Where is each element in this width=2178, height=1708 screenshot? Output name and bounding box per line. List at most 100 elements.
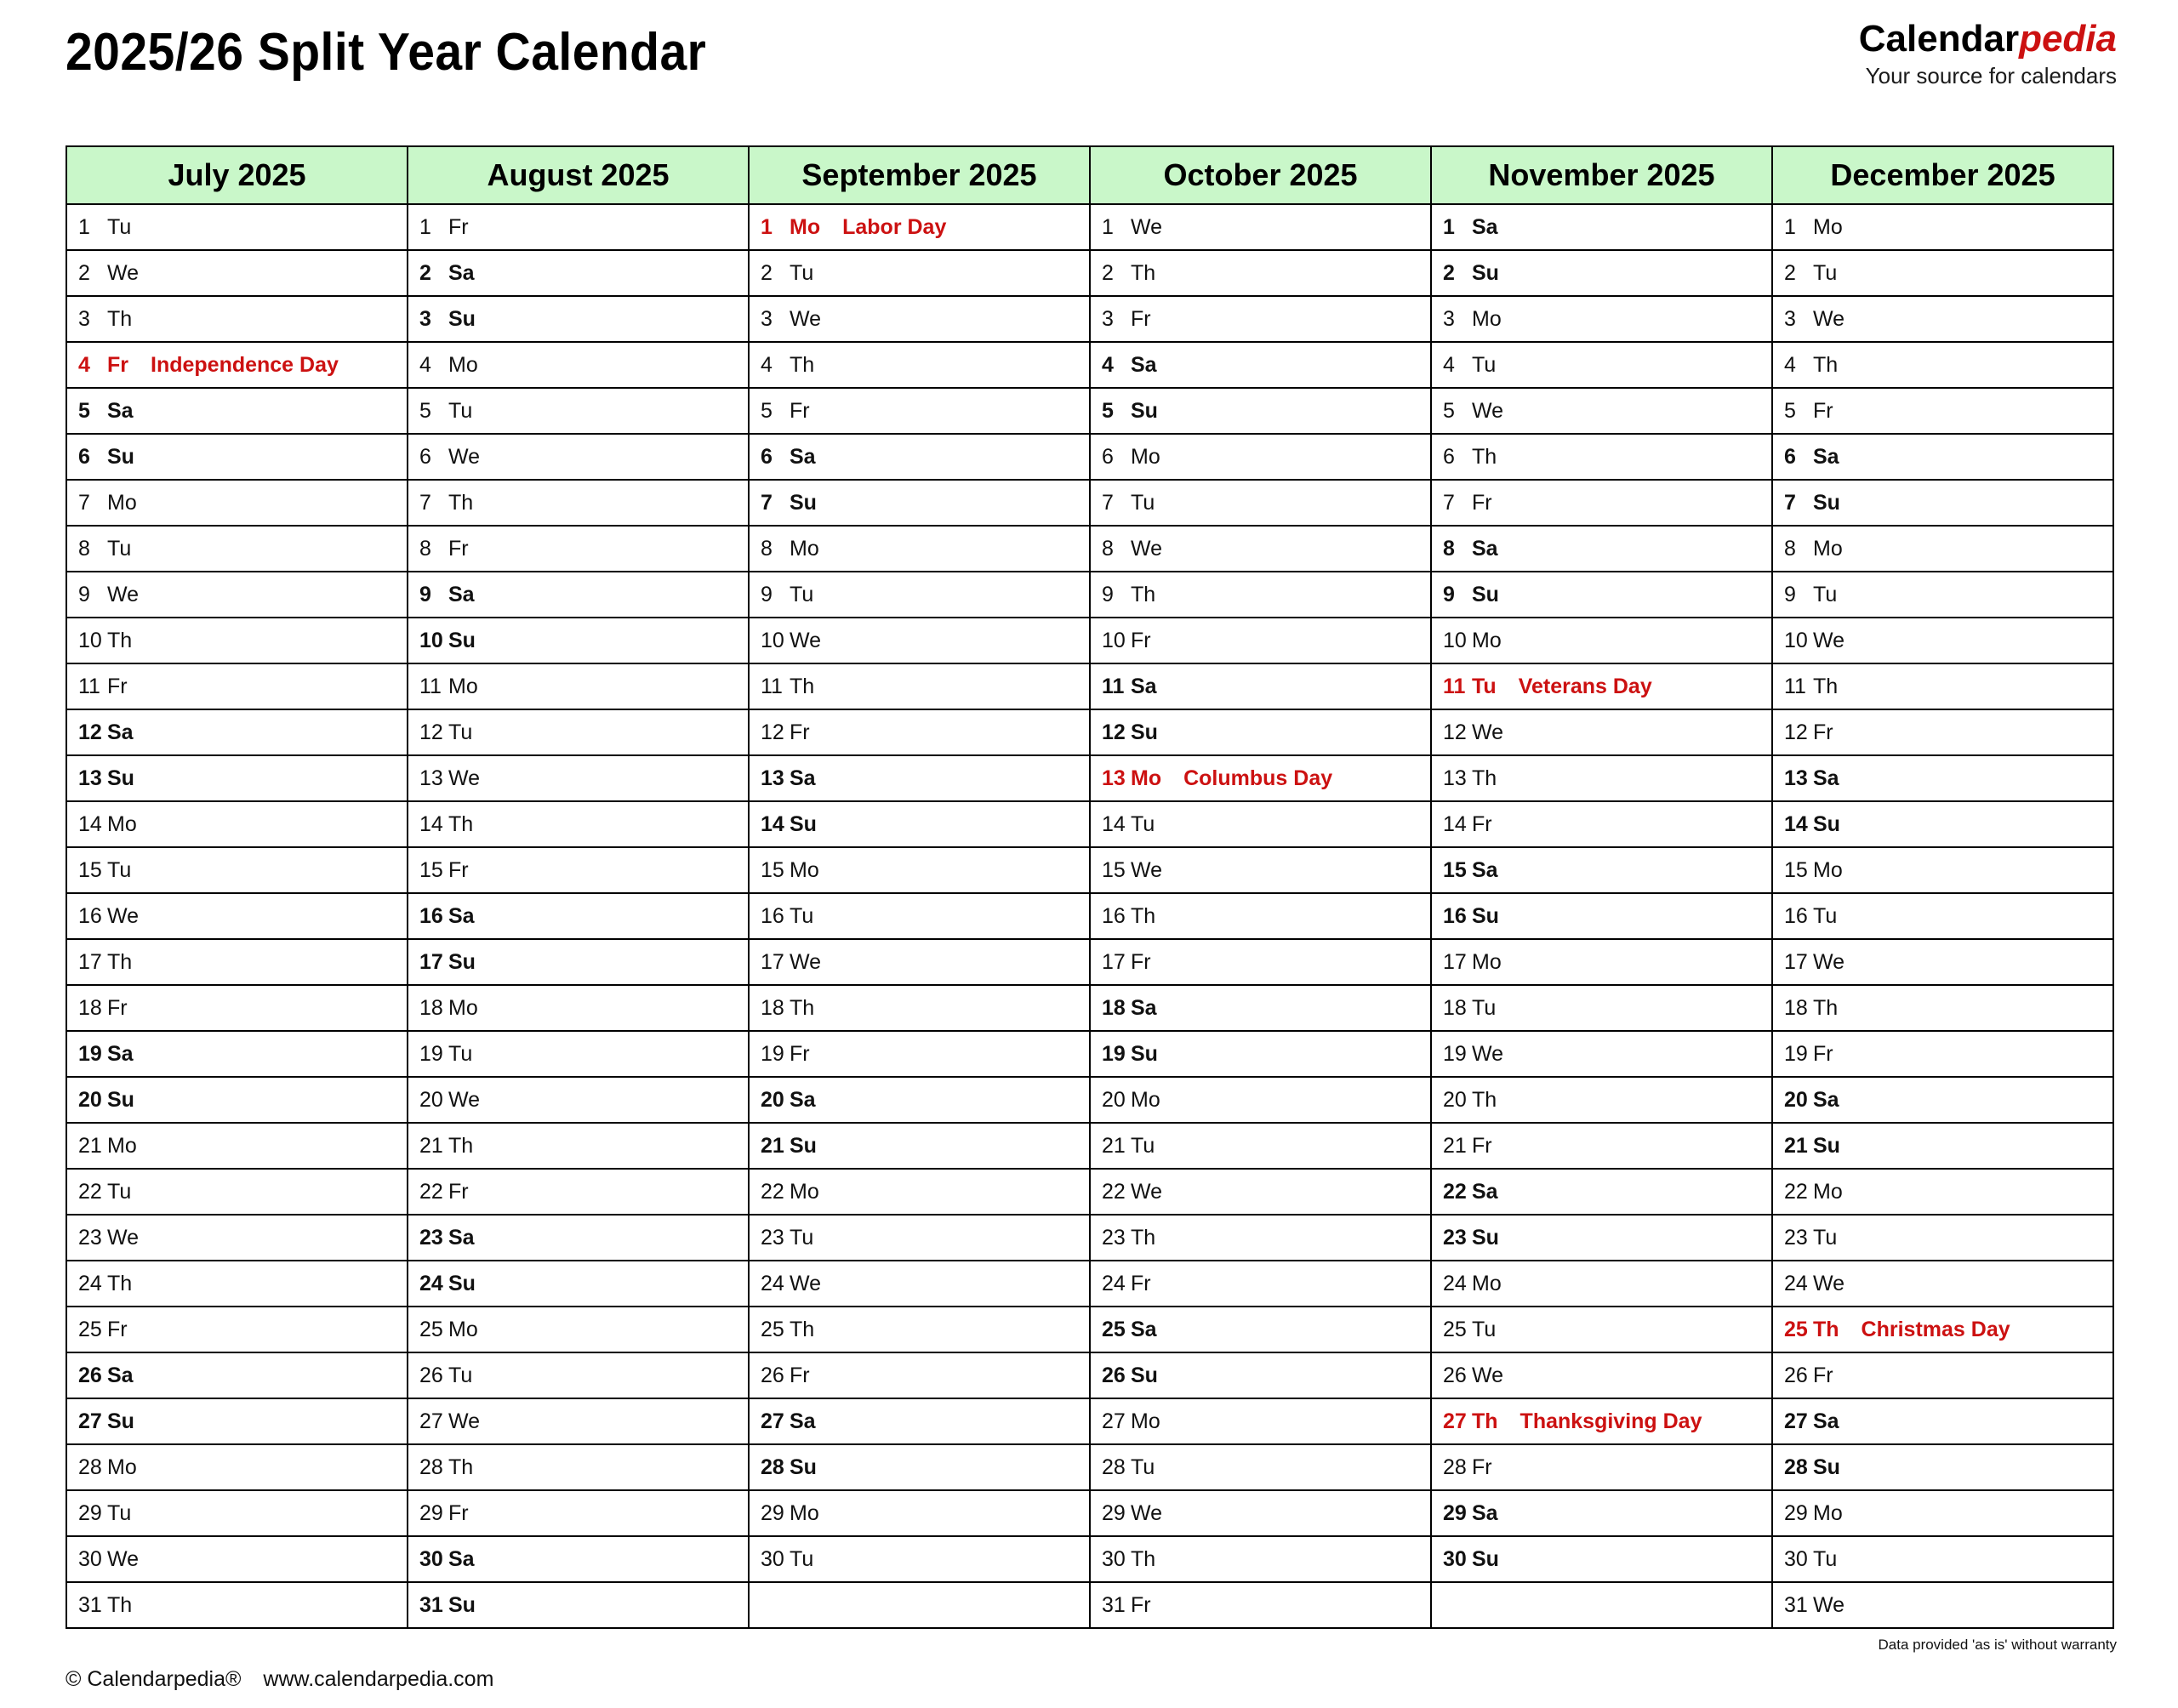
day-cell[interactable]: 26 Tu (407, 1352, 750, 1399)
day-cell[interactable]: 8 Tu (66, 525, 408, 572)
day-cell[interactable]: 19 Fr (748, 1030, 1091, 1078)
day-cell[interactable]: 10 Fr (1089, 617, 1432, 664)
day-cell[interactable]: 23 Tu (748, 1214, 1091, 1261)
day-cell[interactable]: 23 Sa (407, 1214, 750, 1261)
day-cell[interactable]: 14 Mo (66, 800, 408, 848)
day-cell[interactable]: 10 We (748, 617, 1091, 664)
day-cell[interactable]: 29 Fr (407, 1489, 750, 1537)
day-cell[interactable]: 5 Su (1089, 387, 1432, 435)
day-cell[interactable] (1430, 1581, 1773, 1629)
day-cell[interactable]: 23 Su (1430, 1214, 1773, 1261)
day-cell[interactable]: 26 Fr (1771, 1352, 2114, 1399)
day-cell[interactable]: 25 Th (748, 1306, 1091, 1353)
day-cell[interactable]: 4 Fr Independence Day (66, 341, 408, 389)
day-cell[interactable]: 3 Th (66, 295, 408, 343)
day-cell[interactable]: 6 We (407, 433, 750, 481)
day-cell[interactable]: 21 Fr (1430, 1122, 1773, 1170)
day-cell[interactable]: 9 Su (1430, 571, 1773, 618)
day-cell[interactable]: 14 Fr (1430, 800, 1773, 848)
day-cell[interactable]: 22 We (1089, 1168, 1432, 1216)
day-cell[interactable]: 9 Tu (1771, 571, 2114, 618)
day-cell[interactable]: 21 Su (1771, 1122, 2114, 1170)
day-cell[interactable]: 21 Mo (66, 1122, 408, 1170)
day-cell[interactable]: 13 Mo Columbus Day (1089, 754, 1432, 802)
day-cell[interactable]: 14 Th (407, 800, 750, 848)
day-cell[interactable]: 18 Sa (1089, 984, 1432, 1032)
day-cell[interactable]: 31 Th (66, 1581, 408, 1629)
day-cell[interactable]: 24 Su (407, 1260, 750, 1307)
day-cell[interactable]: 14 Su (748, 800, 1091, 848)
day-cell[interactable]: 5 We (1430, 387, 1773, 435)
day-cell[interactable]: 20 Su (66, 1076, 408, 1124)
day-cell[interactable]: 11 Mo (407, 663, 750, 710)
day-cell[interactable]: 3 Su (407, 295, 750, 343)
day-cell[interactable]: 18 Fr (66, 984, 408, 1032)
day-cell[interactable]: 30 Tu (748, 1535, 1091, 1583)
day-cell[interactable]: 7 Mo (66, 479, 408, 527)
day-cell[interactable]: 27 Sa (1771, 1398, 2114, 1445)
day-cell[interactable]: 19 Fr (1771, 1030, 2114, 1078)
day-cell[interactable]: 26 We (1430, 1352, 1773, 1399)
day-cell[interactable]: 16 Sa (407, 892, 750, 940)
day-cell[interactable]: 18 Tu (1430, 984, 1773, 1032)
day-cell[interactable]: 4 Tu (1430, 341, 1773, 389)
day-cell[interactable]: 28 Fr (1430, 1443, 1773, 1491)
day-cell[interactable]: 21 Su (748, 1122, 1091, 1170)
day-cell[interactable]: 15 Tu (66, 846, 408, 894)
day-cell[interactable]: 2 Tu (748, 249, 1091, 297)
day-cell[interactable]: 13 We (407, 754, 750, 802)
day-cell[interactable]: 20 We (407, 1076, 750, 1124)
day-cell[interactable]: 8 Mo (1771, 525, 2114, 572)
day-cell[interactable]: 14 Tu (1089, 800, 1432, 848)
day-cell[interactable]: 27 Mo (1089, 1398, 1432, 1445)
day-cell[interactable]: 23 Tu (1771, 1214, 2114, 1261)
day-cell[interactable]: 8 Sa (1430, 525, 1773, 572)
day-cell[interactable]: 2 We (66, 249, 408, 297)
day-cell[interactable]: 24 Mo (1430, 1260, 1773, 1307)
day-cell[interactable]: 1 Fr (407, 203, 750, 251)
day-cell[interactable]: 15 Mo (748, 846, 1091, 894)
day-cell[interactable]: 24 Th (66, 1260, 408, 1307)
day-cell[interactable]: 12 Fr (1771, 709, 2114, 756)
day-cell[interactable]: 11 Th (1771, 663, 2114, 710)
day-cell[interactable]: 22 Mo (748, 1168, 1091, 1216)
day-cell[interactable]: 15 Fr (407, 846, 750, 894)
day-cell[interactable]: 10 Th (66, 617, 408, 664)
day-cell[interactable]: 30 Sa (407, 1535, 750, 1583)
day-cell[interactable]: 19 We (1430, 1030, 1773, 1078)
day-cell[interactable]: 30 Th (1089, 1535, 1432, 1583)
day-cell[interactable]: 1 Sa (1430, 203, 1773, 251)
day-cell[interactable]: 21 Th (407, 1122, 750, 1170)
day-cell[interactable]: 9 Th (1089, 571, 1432, 618)
day-cell[interactable]: 4 Th (1771, 341, 2114, 389)
day-cell[interactable]: 9 We (66, 571, 408, 618)
day-cell[interactable]: 17 Th (66, 938, 408, 986)
day-cell[interactable]: 22 Tu (66, 1168, 408, 1216)
day-cell[interactable]: 7 Su (1771, 479, 2114, 527)
day-cell[interactable]: 19 Su (1089, 1030, 1432, 1078)
day-cell[interactable]: 20 Th (1430, 1076, 1773, 1124)
day-cell[interactable]: 18 Th (1771, 984, 2114, 1032)
day-cell[interactable]: 15 Mo (1771, 846, 2114, 894)
day-cell[interactable]: 22 Fr (407, 1168, 750, 1216)
day-cell[interactable]: 18 Mo (407, 984, 750, 1032)
day-cell[interactable]: 14 Su (1771, 800, 2114, 848)
day-cell[interactable]: 26 Su (1089, 1352, 1432, 1399)
day-cell[interactable]: 17 Su (407, 938, 750, 986)
day-cell[interactable]: 25 Th Christmas Day (1771, 1306, 2114, 1353)
day-cell[interactable]: 30 We (66, 1535, 408, 1583)
day-cell[interactable]: 25 Mo (407, 1306, 750, 1353)
day-cell[interactable]: 20 Mo (1089, 1076, 1432, 1124)
day-cell[interactable]: 17 We (1771, 938, 2114, 986)
day-cell[interactable]: 27 Su (66, 1398, 408, 1445)
day-cell[interactable]: 6 Sa (1771, 433, 2114, 481)
day-cell[interactable]: 3 Fr (1089, 295, 1432, 343)
day-cell[interactable]: 2 Tu (1771, 249, 2114, 297)
day-cell[interactable]: 26 Sa (66, 1352, 408, 1399)
day-cell[interactable]: 24 We (1771, 1260, 2114, 1307)
day-cell[interactable]: 17 Mo (1430, 938, 1773, 986)
day-cell[interactable]: 28 Tu (1089, 1443, 1432, 1491)
day-cell[interactable]: 19 Sa (66, 1030, 408, 1078)
day-cell[interactable]: 22 Mo (1771, 1168, 2114, 1216)
day-cell[interactable]: 29 We (1089, 1489, 1432, 1537)
